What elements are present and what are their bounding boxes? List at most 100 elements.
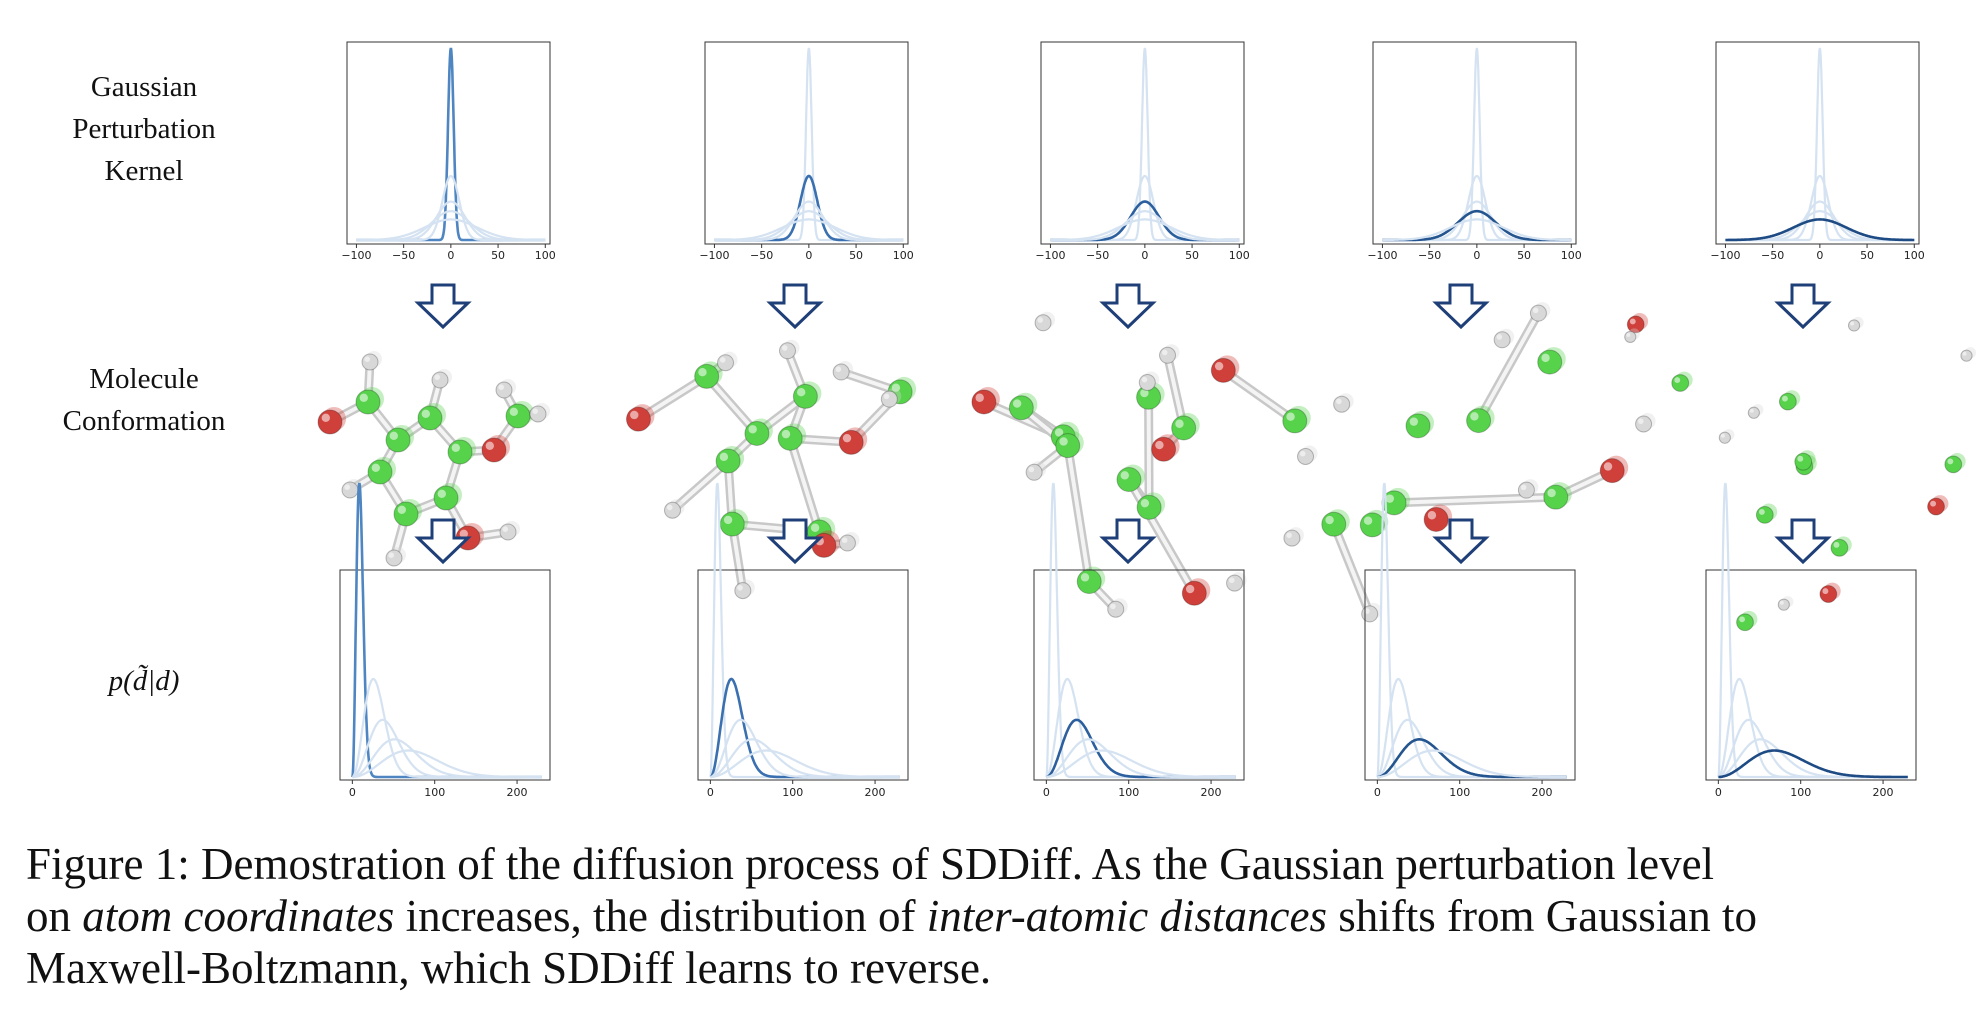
- hydrogen-atom: [778, 342, 796, 360]
- atom-highlight: [1140, 498, 1150, 508]
- carbon-atom: [1008, 395, 1034, 421]
- x-tick-label: 200: [865, 786, 886, 799]
- atom-highlight: [359, 393, 368, 402]
- kernel-faded-curve: [1725, 174, 1915, 242]
- caption-line-2-b: increases, the distribution of: [394, 891, 927, 941]
- atom-highlight: [1532, 307, 1539, 314]
- x-tick-label: 100: [1904, 249, 1925, 262]
- kernel-faded-curve: [1725, 200, 1915, 242]
- oxygen-atom: [1423, 506, 1449, 532]
- atom-highlight: [1080, 573, 1090, 582]
- atom-highlight: [1603, 462, 1613, 471]
- hydrogen-atom: [880, 390, 898, 408]
- molecule-panel-4: [1210, 302, 1656, 623]
- kernel-faded-curve: [1382, 218, 1572, 242]
- atom-highlight: [796, 388, 806, 397]
- molecule-panel-5: [1624, 312, 1977, 632]
- atom-highlight: [1228, 577, 1235, 584]
- carbon-atom: [1171, 415, 1197, 441]
- atom-highlight: [719, 357, 726, 363]
- row-label-molecule: Molecule Conformation: [0, 358, 294, 442]
- distance-plot-frame: [1705, 569, 1917, 781]
- x-tick-label: −100: [1035, 249, 1065, 262]
- oxygen-atom: [971, 389, 997, 415]
- atom-highlight: [810, 523, 820, 532]
- x-tick-label: 50: [1860, 249, 1874, 262]
- carbon-atom: [505, 403, 531, 429]
- x-tick-label: 100: [1561, 249, 1582, 262]
- distance-faded-curve: [1377, 749, 1567, 779]
- distance-panel-2: 0 100 200: [697, 482, 909, 799]
- carbon-atom: [417, 405, 443, 431]
- atom-highlight: [1120, 471, 1129, 480]
- arrow-down-icon: [414, 518, 472, 565]
- atom-highlight: [1850, 321, 1855, 326]
- caption-em-atom-coordinates: atom coordinates: [82, 891, 395, 941]
- hydrogen-atom: [1025, 463, 1043, 481]
- hydrogen-atom: [832, 363, 850, 381]
- atom-highlight: [498, 384, 505, 391]
- caption-line-1: Figure 1: Demostration of the diffusion …: [26, 838, 1966, 890]
- hydrogen-atom: [1107, 600, 1125, 618]
- arrow-down-icon: [414, 283, 472, 330]
- oxygen-atom: [1927, 497, 1945, 516]
- atom-highlight: [532, 408, 538, 415]
- molecule-panel-2: [625, 339, 917, 600]
- distance-faded-curve: [352, 749, 542, 779]
- bond-highlight: [670, 459, 731, 513]
- carbon-atom: [1405, 413, 1431, 439]
- x-tick-label: −100: [1367, 249, 1397, 262]
- x-tick-label: −100: [699, 249, 729, 262]
- atom-highlight: [1779, 600, 1784, 605]
- figure-caption: Figure 1: Demostration of the diffusion …: [26, 838, 1966, 994]
- carbon-atom: [1736, 613, 1754, 632]
- atom-highlight: [1520, 484, 1527, 491]
- carbon-atom: [1543, 484, 1569, 510]
- atom-highlight: [723, 515, 733, 525]
- atom-highlight: [1110, 603, 1116, 610]
- bond-highlight: [1065, 443, 1092, 584]
- distance-panel-3: 0 100 200: [1033, 482, 1245, 799]
- x-tick-label: −50: [750, 249, 773, 262]
- oxygen-atom: [1819, 585, 1838, 603]
- x-tick-label: 0: [349, 786, 356, 799]
- kernel-faded-curve: [1050, 218, 1240, 242]
- atom-highlight: [1409, 417, 1419, 426]
- atom-highlight: [1185, 584, 1195, 594]
- carbon-atom: [1794, 452, 1813, 471]
- x-tick-label: 0: [447, 249, 454, 262]
- hydrogen-atom: [341, 481, 359, 499]
- carbon-atom: [1359, 512, 1385, 538]
- hydrogen-atom: [1283, 529, 1301, 547]
- atom-highlight: [421, 409, 430, 418]
- hydrogen-atom: [1493, 331, 1511, 349]
- x-tick-label: 0: [1374, 786, 1381, 799]
- carbon-atom: [1136, 494, 1162, 520]
- carbon-atom: [1944, 455, 1963, 474]
- oxygen-atom: [481, 437, 507, 463]
- kernel-plot-frame: [346, 41, 551, 245]
- carbon-atom: [777, 425, 803, 451]
- hydrogen-atom: [734, 582, 752, 600]
- hydrogen-atom: [1297, 447, 1315, 465]
- hydrogen-atom: [495, 381, 513, 399]
- atom-highlight: [1028, 466, 1035, 473]
- kernel-panel-4: −100 −50 0 50 100: [1367, 41, 1582, 262]
- x-tick-label: −50: [1761, 249, 1784, 262]
- kernel-plot-frame: [1715, 41, 1920, 245]
- caption-line-2-c: shifts from Gaussian to: [1326, 891, 1757, 941]
- atom-highlight: [1833, 541, 1840, 548]
- arrow-down-icon: [1432, 518, 1490, 565]
- x-tick-label: 100: [893, 249, 914, 262]
- hydrogen-atom: [529, 405, 547, 423]
- bond-highlight: [1165, 353, 1186, 430]
- atom-highlight: [781, 345, 788, 351]
- atom-highlight: [1626, 333, 1631, 337]
- atom-highlight: [1739, 616, 1746, 623]
- kernel-plot-frame: [704, 41, 909, 245]
- kernel-faded-curve: [714, 210, 904, 242]
- atom-highlight: [842, 433, 852, 443]
- hydrogen-atom: [1034, 314, 1052, 332]
- atom-highlight: [321, 413, 330, 422]
- kernel-panel-2: −100 −50 0 50 100: [699, 41, 914, 262]
